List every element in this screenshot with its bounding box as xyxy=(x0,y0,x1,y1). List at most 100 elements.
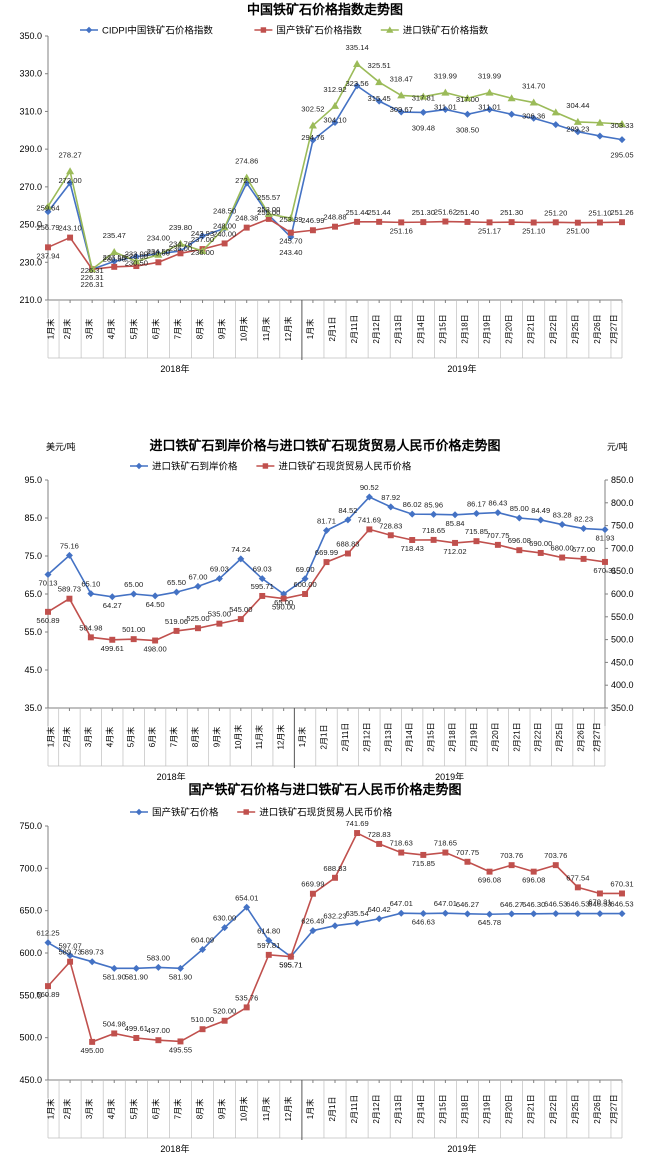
svg-text:45.0: 45.0 xyxy=(24,665,42,675)
svg-text:1月末: 1月末 xyxy=(45,727,55,747)
svg-text:314.70: 314.70 xyxy=(522,82,545,91)
svg-text:303.33: 303.33 xyxy=(610,121,633,130)
svg-text:84.52: 84.52 xyxy=(338,506,357,515)
svg-text:614.80: 614.80 xyxy=(257,926,280,935)
svg-text:2月末: 2月末 xyxy=(62,319,72,339)
svg-text:715.85: 715.85 xyxy=(465,527,488,536)
svg-text:2月27日: 2月27日 xyxy=(593,722,602,751)
svg-text:2月12日: 2月12日 xyxy=(372,314,381,343)
svg-text:1月末: 1月末 xyxy=(46,1099,56,1119)
svg-text:560.89: 560.89 xyxy=(36,990,59,999)
svg-text:595.71: 595.71 xyxy=(251,582,274,591)
svg-text:2月末: 2月末 xyxy=(61,727,71,747)
svg-text:1月末: 1月末 xyxy=(297,727,307,747)
svg-text:65.0: 65.0 xyxy=(24,589,42,599)
svg-text:255.57: 255.57 xyxy=(257,193,280,202)
svg-text:248.38: 248.38 xyxy=(235,214,258,223)
svg-text:CIDPI中国铁矿石价格指数: CIDPI中国铁矿石价格指数 xyxy=(102,25,213,37)
svg-text:10月末: 10月末 xyxy=(239,1097,249,1122)
svg-text:85.84: 85.84 xyxy=(446,519,465,528)
svg-text:497.00: 497.00 xyxy=(147,1026,170,1035)
svg-text:2月11日: 2月11日 xyxy=(350,315,359,344)
svg-text:309.67: 309.67 xyxy=(390,105,413,114)
svg-text:81.93: 81.93 xyxy=(595,534,614,543)
svg-text:进口铁矿石价格指数: 进口铁矿石价格指数 xyxy=(403,25,489,37)
svg-text:中国铁矿石价格指数走势图: 中国铁矿石价格指数走势图 xyxy=(247,2,403,17)
svg-text:12月末: 12月末 xyxy=(283,317,293,342)
svg-text:589.73: 589.73 xyxy=(58,585,81,594)
svg-text:251.10: 251.10 xyxy=(522,226,545,235)
svg-text:5月末: 5月末 xyxy=(128,319,138,339)
svg-text:696.08: 696.08 xyxy=(478,876,501,885)
svg-text:2月11日: 2月11日 xyxy=(341,723,350,752)
svg-text:519.06: 519.06 xyxy=(165,617,188,626)
svg-text:700.0: 700.0 xyxy=(19,863,42,873)
svg-text:728.83: 728.83 xyxy=(368,830,391,839)
svg-text:85.0: 85.0 xyxy=(24,513,42,523)
svg-text:311.01: 311.01 xyxy=(478,103,501,112)
svg-text:5月末: 5月末 xyxy=(126,727,136,747)
svg-text:2月18日: 2月18日 xyxy=(460,1094,469,1123)
svg-text:278.27: 278.27 xyxy=(58,150,81,159)
svg-text:626.49: 626.49 xyxy=(301,917,324,926)
svg-text:647.01: 647.01 xyxy=(434,899,457,908)
svg-text:604.09: 604.09 xyxy=(191,936,214,945)
svg-text:95.0: 95.0 xyxy=(24,475,42,485)
svg-text:669.99: 669.99 xyxy=(315,548,338,557)
svg-text:9月末: 9月末 xyxy=(217,319,227,339)
svg-text:251.44: 251.44 xyxy=(368,208,391,217)
svg-text:581.90: 581.90 xyxy=(169,972,192,981)
svg-text:450.0: 450.0 xyxy=(611,657,634,667)
svg-text:6月末: 6月末 xyxy=(147,727,157,747)
svg-text:2月18日: 2月18日 xyxy=(460,314,469,343)
svg-text:646.53: 646.53 xyxy=(544,900,567,909)
svg-text:646.53: 646.53 xyxy=(610,900,633,909)
svg-text:600.0: 600.0 xyxy=(19,948,42,958)
svg-text:10月末: 10月末 xyxy=(233,725,243,750)
svg-text:2月20日: 2月20日 xyxy=(491,722,500,751)
svg-text:86.02: 86.02 xyxy=(403,500,422,509)
svg-text:75.16: 75.16 xyxy=(60,541,79,550)
svg-text:2月末: 2月末 xyxy=(62,1099,72,1119)
svg-text:82.23: 82.23 xyxy=(574,515,593,524)
svg-text:8月末: 8月末 xyxy=(195,1099,205,1119)
svg-text:2月22日: 2月22日 xyxy=(549,1094,558,1123)
svg-text:11月末: 11月末 xyxy=(261,317,271,341)
svg-text:6月末: 6月末 xyxy=(150,1099,160,1119)
svg-text:86.43: 86.43 xyxy=(488,499,507,508)
svg-text:525.00: 525.00 xyxy=(186,614,209,623)
svg-text:302.52: 302.52 xyxy=(301,105,324,114)
svg-text:234.00: 234.00 xyxy=(147,234,170,243)
svg-text:3月末: 3月末 xyxy=(84,1099,94,1119)
svg-text:312.92: 312.92 xyxy=(323,85,346,94)
svg-text:583.00: 583.00 xyxy=(147,953,170,962)
svg-text:国产铁矿石价格: 国产铁矿石价格 xyxy=(152,807,219,819)
svg-text:251.10: 251.10 xyxy=(588,208,611,217)
svg-text:227.59: 227.59 xyxy=(103,253,126,262)
svg-text:500.0: 500.0 xyxy=(611,635,634,645)
svg-text:2018年: 2018年 xyxy=(160,1143,189,1154)
svg-text:650.0: 650.0 xyxy=(19,906,42,916)
svg-text:7月末: 7月末 xyxy=(172,319,182,339)
svg-text:进口铁矿石现货贸易人民币价格: 进口铁矿石现货贸易人民币价格 xyxy=(259,807,393,819)
svg-text:64.27: 64.27 xyxy=(103,601,122,610)
svg-text:12月末: 12月末 xyxy=(276,725,286,750)
svg-text:11月末: 11月末 xyxy=(254,725,264,749)
svg-text:2019年: 2019年 xyxy=(447,363,476,374)
svg-text:560.89: 560.89 xyxy=(36,616,59,625)
svg-text:85.00: 85.00 xyxy=(510,504,529,513)
svg-text:317.81: 317.81 xyxy=(412,94,435,103)
svg-text:2018年: 2018年 xyxy=(157,771,186,780)
svg-text:310.0: 310.0 xyxy=(19,106,42,116)
svg-text:308.50: 308.50 xyxy=(456,125,479,134)
svg-text:589.73: 589.73 xyxy=(81,948,104,957)
svg-text:495.00: 495.00 xyxy=(81,1046,104,1055)
svg-text:350.0: 350.0 xyxy=(611,703,634,713)
svg-text:670.31: 670.31 xyxy=(588,897,611,906)
svg-text:680.00: 680.00 xyxy=(551,544,574,553)
svg-text:718.43: 718.43 xyxy=(401,544,424,553)
svg-text:319.99: 319.99 xyxy=(478,72,501,81)
svg-text:2月14日: 2月14日 xyxy=(416,314,425,343)
svg-text:500.0: 500.0 xyxy=(19,1033,42,1043)
svg-text:299.23: 299.23 xyxy=(566,125,589,134)
